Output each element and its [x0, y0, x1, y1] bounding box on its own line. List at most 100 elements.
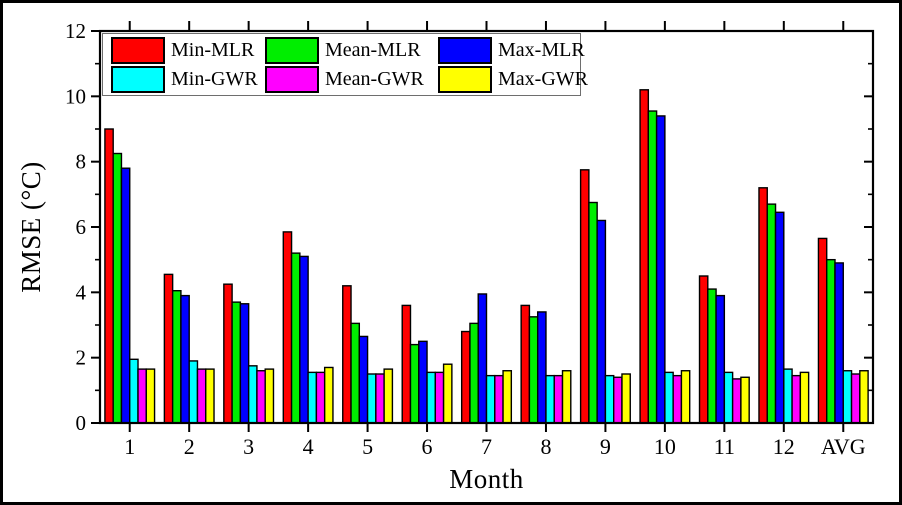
legend-item-mean-mlr: Mean-MLR: [265, 36, 438, 65]
x-tick-label: 11: [714, 434, 735, 459]
bar-min-gwr-10: [664, 371, 674, 424]
bar-mean-mlr-12: [766, 203, 777, 424]
legend-item-min-mlr: Min-MLR: [111, 36, 265, 65]
legend-item-mean-gwr: Mean-GWR: [265, 65, 438, 94]
bar-min-gwr-1: [129, 358, 139, 424]
bar-min-mlr-6: [401, 304, 412, 424]
y-tick-label: 4: [76, 280, 87, 304]
x-tick-label: 8: [540, 434, 551, 459]
x-tick-label: 10: [654, 434, 676, 459]
bar-min-mlr-12: [758, 187, 768, 424]
bar-min-gwr-4: [307, 371, 318, 424]
bar-min-mlr-8: [520, 304, 531, 424]
bar-min-gwr-3: [247, 365, 258, 424]
legend-label: Max-GWR: [498, 68, 588, 90]
x-tick-label: 7: [481, 434, 492, 459]
bar-mean-mlr-8: [528, 316, 539, 424]
legend-label: Max-MLR: [498, 39, 585, 61]
bar-min-mlr-2: [163, 273, 174, 424]
bar-max-gwr-1: [145, 368, 156, 424]
bar-min-gwr-5: [366, 373, 377, 424]
bar-max-gwr-12: [799, 371, 810, 424]
legend-label: Mean-GWR: [325, 68, 424, 90]
bar-max-mlr-4: [299, 255, 309, 424]
bar-min-mlr-7: [460, 330, 471, 424]
bar-mean-mlr-7: [469, 322, 479, 424]
x-tick-label: 2: [184, 434, 195, 459]
bar-min-gwr-11: [723, 371, 734, 424]
bar-min-mlr-5: [342, 285, 352, 424]
legend-item-max-mlr: Max-MLR: [438, 36, 588, 65]
bar-min-mlr-11: [698, 275, 709, 424]
y-tick-label: 0: [76, 411, 87, 435]
bar-max-gwr-4: [323, 366, 334, 424]
bar-mean-gwr-6: [434, 371, 445, 424]
bar-min-gwr-2: [188, 360, 199, 424]
bar-mean-gwr-avg: [850, 373, 861, 424]
legend-swatch-max-mlr: [438, 37, 492, 64]
bar-min-gwr-7: [485, 374, 496, 424]
legend-swatch-min-mlr: [111, 37, 165, 64]
bar-min-mlr-3: [223, 283, 233, 424]
bar-max-mlr-11: [715, 294, 726, 424]
bar-mean-gwr-7: [494, 374, 504, 424]
bar-mean-gwr-11: [731, 378, 742, 424]
x-axis-title: Month: [449, 464, 524, 494]
bar-max-gwr-9: [621, 373, 631, 424]
legend-swatch-max-gwr: [438, 66, 492, 93]
bar-mean-mlr-6: [409, 343, 420, 424]
legend-label: Mean-MLR: [325, 39, 421, 61]
bar-min-mlr-10: [639, 89, 650, 424]
bar-min-mlr-1: [104, 128, 114, 424]
bar-max-mlr-2: [180, 294, 190, 424]
bar-mean-gwr-12: [791, 374, 802, 424]
x-tick-label: 6: [422, 434, 433, 459]
legend-swatch-mean-gwr: [265, 66, 319, 93]
bar-max-mlr-8: [536, 311, 547, 424]
bar-max-mlr-12: [774, 211, 785, 424]
bar-max-mlr-9: [596, 219, 607, 424]
bar-mean-mlr-2: [171, 290, 182, 424]
y-tick-label: 10: [65, 84, 86, 108]
bar-max-gwr-2: [205, 368, 215, 424]
bar-min-gwr-12: [783, 368, 793, 424]
legend: Min-MLR Mean-MLR Max-MLR Min-GWR Mean-GWR Max…: [102, 33, 588, 96]
bar-mean-mlr-4: [290, 252, 301, 424]
bar-mean-gwr-3: [256, 370, 266, 424]
y-tick-label: 8: [76, 150, 87, 174]
bar-max-gwr-10: [680, 370, 691, 424]
bar-max-gwr-8: [561, 370, 572, 424]
legend-label: Min-MLR: [171, 39, 255, 61]
bar-mean-gwr-2: [196, 368, 207, 424]
legend-item-max-gwr: Max-GWR: [438, 65, 588, 94]
bar-min-mlr-avg: [817, 237, 828, 424]
bar-max-mlr-6: [418, 340, 428, 424]
bar-mean-gwr-9: [613, 376, 623, 424]
y-tick-label: 6: [76, 215, 87, 239]
bar-mean-mlr-11: [707, 288, 717, 424]
bar-mean-gwr-8: [553, 374, 564, 424]
bar-max-mlr-3: [239, 303, 250, 424]
bar-max-gwr-7: [502, 370, 513, 424]
x-tick-label: 1: [124, 434, 135, 459]
bar-max-mlr-5: [358, 335, 369, 424]
y-tick-label: 12: [65, 19, 86, 43]
bar-max-mlr-7: [477, 293, 488, 424]
bar-min-mlr-9: [579, 169, 590, 424]
bar-min-gwr-8: [545, 374, 555, 424]
bar-mean-mlr-avg: [826, 258, 836, 424]
plot-frame: [98, 29, 875, 425]
bar-mean-gwr-4: [315, 371, 326, 424]
bar-max-gwr-11: [740, 376, 750, 424]
bar-mean-mlr-1: [112, 152, 123, 424]
bar-mean-mlr-5: [350, 322, 361, 424]
x-tick-label: 4: [303, 434, 314, 459]
bar-max-mlr-10: [655, 115, 666, 424]
bar-mean-gwr-1: [137, 368, 147, 424]
bar-max-mlr-avg: [834, 262, 844, 424]
bar-mean-mlr-9: [588, 201, 598, 424]
y-tick-label: 2: [76, 346, 87, 370]
bar-max-gwr-avg: [859, 370, 869, 424]
